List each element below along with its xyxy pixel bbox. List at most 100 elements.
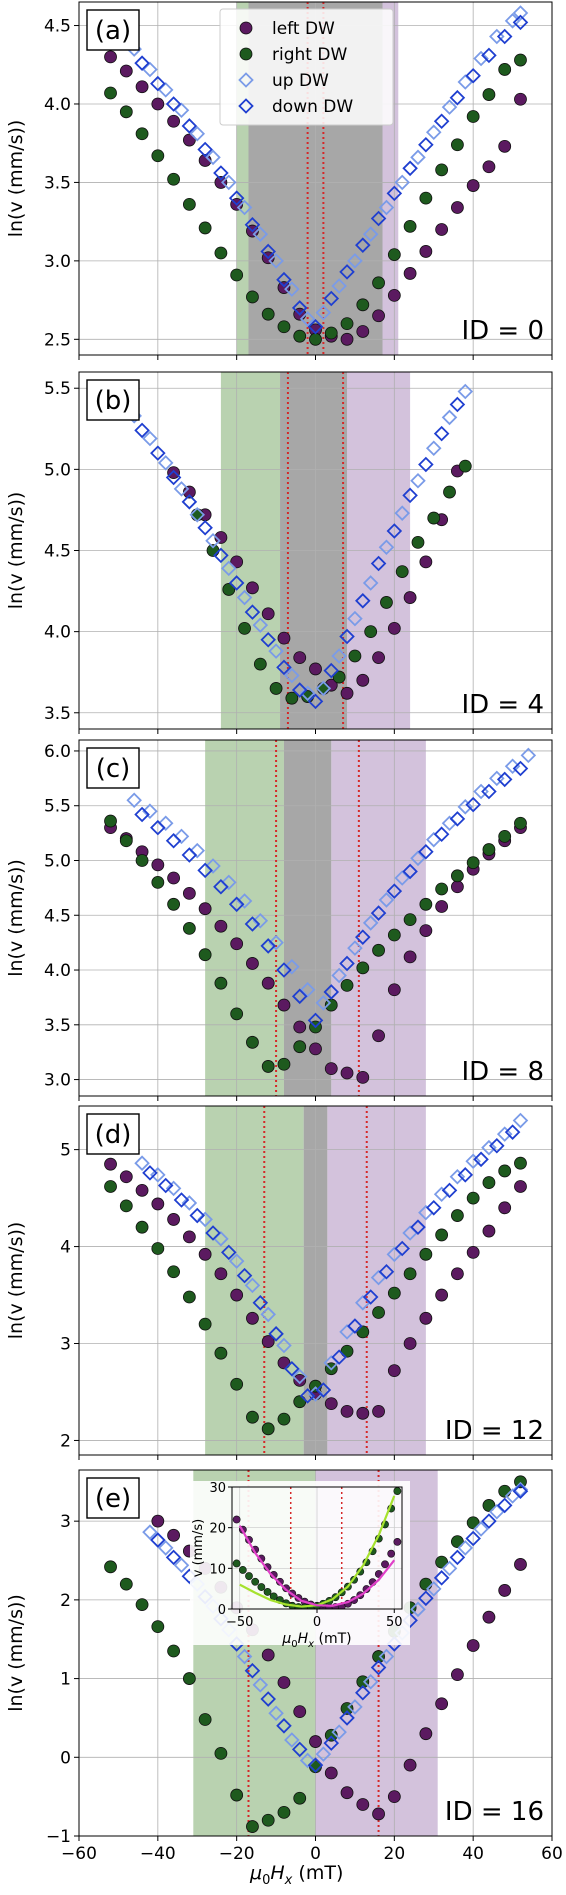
data-point — [261, 976, 275, 990]
data-point — [189, 507, 206, 523]
legend-label: down DW — [272, 97, 353, 117]
data-point — [473, 1521, 489, 1537]
x-tick-label: 0 — [310, 1844, 321, 1864]
data-point — [482, 160, 496, 174]
data-point — [323, 984, 340, 1000]
y-tick-label: 3 — [60, 1335, 71, 1355]
data-point — [419, 897, 433, 911]
data-point — [473, 1151, 489, 1168]
data-point — [395, 565, 409, 578]
data-point — [135, 854, 149, 867]
data-point — [394, 870, 410, 886]
y-tick-label: 3.5 — [44, 1016, 71, 1036]
data-point — [498, 829, 512, 843]
data-point — [482, 843, 496, 856]
data-point — [370, 1659, 387, 1676]
data-point — [284, 1360, 300, 1377]
data-point — [228, 896, 245, 913]
data-point — [182, 886, 196, 900]
data-point — [277, 631, 291, 645]
panel-label-text: (a) — [95, 16, 131, 46]
inset-data-point — [276, 1577, 284, 1586]
data-point — [260, 243, 276, 260]
data-point — [299, 1388, 316, 1404]
data-point — [268, 1326, 284, 1342]
panel-label-box — [86, 747, 140, 789]
data-point — [150, 1167, 166, 1183]
data-point — [228, 575, 245, 591]
series-left-dw — [167, 464, 464, 700]
id-annotation: ID = 8 — [461, 1057, 544, 1087]
data-point — [182, 1290, 196, 1304]
green-band — [205, 740, 284, 1096]
id-annotation: ID = 12 — [445, 1416, 544, 1446]
data-point — [309, 1042, 322, 1056]
data-point — [214, 976, 228, 990]
data-point — [514, 1180, 527, 1193]
data-point — [221, 560, 237, 577]
data-point — [119, 64, 133, 78]
data-point — [498, 139, 512, 153]
inset-y-tick-label: 10 — [209, 1562, 226, 1577]
data-point — [449, 89, 466, 106]
data-point — [244, 604, 261, 620]
data-point — [293, 1705, 307, 1719]
data-point — [387, 1790, 401, 1804]
data-point — [331, 278, 347, 294]
data-point — [458, 459, 472, 473]
inset-fit-left-curve — [238, 1525, 396, 1607]
data-point — [419, 555, 433, 569]
data-point — [134, 55, 150, 71]
data-point — [244, 916, 261, 932]
data-point — [205, 858, 221, 874]
data-point — [189, 1207, 206, 1224]
data-point — [291, 988, 308, 1005]
data-point — [419, 191, 433, 205]
data-point — [387, 983, 401, 997]
data-point — [465, 67, 481, 84]
data-point — [182, 485, 196, 499]
inset-x-tick-label: 50 — [386, 1615, 403, 1630]
data-point — [299, 981, 316, 998]
data-point — [182, 922, 196, 935]
series-down-dw — [142, 1124, 521, 1404]
inset-x-axis-label: μ0Hx (mT) — [281, 1631, 351, 1650]
data-point — [418, 1590, 434, 1607]
data-point — [181, 847, 198, 863]
data-point — [198, 1317, 212, 1331]
data-point — [119, 1577, 133, 1591]
data-point — [402, 487, 418, 504]
data-point — [339, 1710, 355, 1726]
data-point — [173, 1192, 190, 1208]
data-point — [104, 1560, 117, 1574]
data-point — [498, 1201, 512, 1215]
data-point — [315, 1746, 332, 1762]
data-point — [514, 53, 527, 67]
data-point — [498, 1584, 512, 1597]
data-point — [119, 1199, 133, 1213]
data-point — [331, 1724, 347, 1740]
data-point — [142, 430, 158, 447]
data-point — [387, 248, 401, 261]
data-point — [362, 1673, 379, 1690]
data-point — [142, 803, 158, 819]
data-point — [457, 1167, 474, 1183]
data-point — [167, 1528, 181, 1542]
data-point — [230, 268, 244, 282]
data-point — [293, 1791, 307, 1805]
x-axis-label-subx: x — [284, 1872, 293, 1888]
data-point — [142, 61, 158, 78]
inset-background — [190, 1481, 410, 1645]
inset-data-point — [263, 1588, 272, 1596]
data-point — [252, 1295, 269, 1311]
data-point — [466, 856, 480, 870]
data-point — [324, 1728, 338, 1742]
data-point — [324, 1766, 338, 1780]
panel-1: 3.5 4.0 4.5 5.0 5.5 ln(v (mm/s)) (b) ID = 4 — [5, 371, 553, 734]
inset-plot-area — [232, 1487, 402, 1609]
data-point — [190, 508, 204, 522]
data-point — [244, 1662, 261, 1679]
data-point — [514, 92, 527, 106]
data-point — [198, 221, 212, 235]
panel-label-text: (b) — [95, 386, 132, 416]
